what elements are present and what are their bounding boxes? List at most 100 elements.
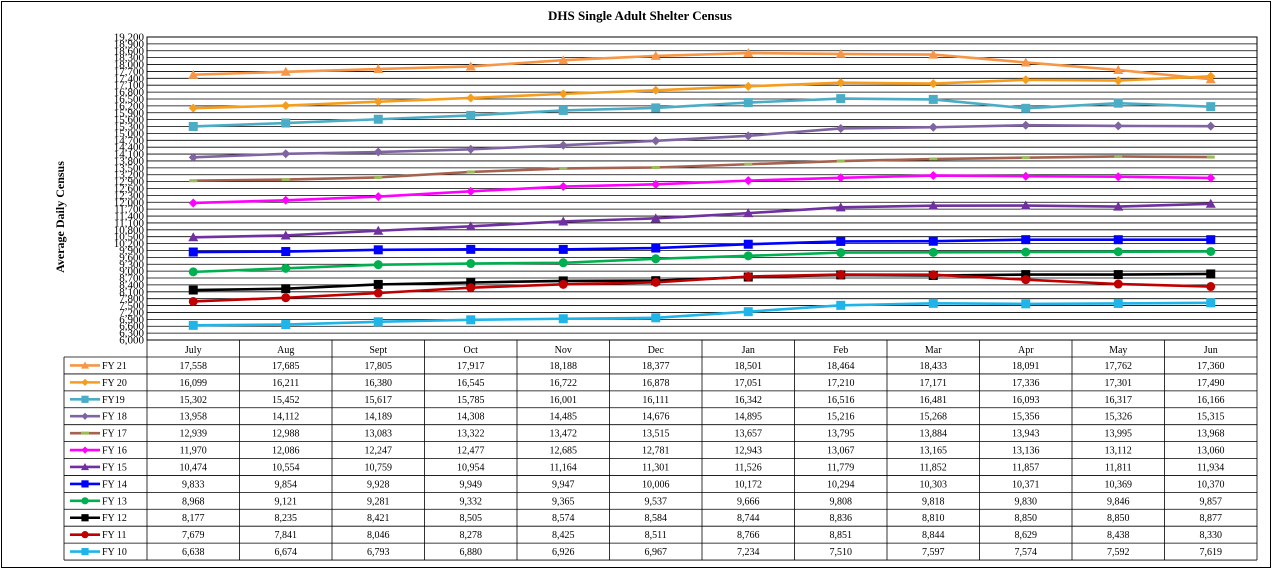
y-tick-label: 15,000 — [114, 128, 145, 140]
y-tick-label: 17,700 — [114, 66, 145, 78]
y-tick-label: 13,200 — [114, 169, 145, 181]
table-cell: 11,164 — [550, 462, 577, 473]
table-row: FY 18 13,958 14,112 14,189 14,308 14,485 14,67… — [70, 412, 1225, 423]
fy-16-point — [836, 173, 846, 183]
table-cell: 9,854 — [275, 479, 298, 490]
fy19-point — [651, 103, 661, 113]
table-cell: 15,356 — [1012, 412, 1040, 423]
fy-11-point — [743, 272, 753, 282]
table-cell: 16,516 — [827, 395, 855, 406]
series-fy-15 — [188, 198, 1216, 242]
fy-21-point — [835, 48, 846, 58]
fy-21-point — [743, 48, 754, 58]
table-cell: 15,302 — [180, 395, 208, 406]
y-tick-label: 10,800 — [114, 224, 145, 236]
table-cell: 10,954 — [457, 462, 485, 473]
table-cell: 13,472 — [550, 429, 578, 440]
table-cell: 8,844 — [922, 530, 945, 541]
fy-12-point — [188, 285, 198, 295]
fy-14-point — [1021, 235, 1031, 245]
fy-17-point — [1114, 154, 1123, 158]
table-cell: 9,818 — [922, 496, 945, 507]
fy-12-point — [1206, 269, 1216, 279]
fy-20-point — [651, 85, 661, 95]
fy-11-point — [1206, 282, 1216, 292]
fy-11-point — [836, 270, 846, 280]
y-tick-label: 18,600 — [114, 45, 145, 57]
fy-13-point — [1113, 247, 1123, 257]
fy-17-point — [1021, 156, 1030, 160]
table-cell: 13,060 — [1197, 446, 1225, 457]
table-cell: 11,970 — [180, 446, 207, 457]
y-tick-label: 14,100 — [114, 149, 145, 161]
table-cell: 16,001 — [550, 395, 578, 406]
fy-15-point — [835, 202, 846, 212]
fy-13-point — [281, 263, 291, 273]
table-cell: 8,810 — [922, 513, 945, 524]
fy-14-point — [743, 239, 753, 249]
table-cell: 8,851 — [830, 530, 853, 541]
table-cell: 17,685 — [272, 361, 300, 372]
fy-17-point — [1206, 155, 1215, 159]
fy-14-point — [928, 236, 938, 246]
fy-12-point — [466, 277, 476, 287]
table-cell: 15,785 — [457, 395, 485, 406]
table-cell: 13,067 — [827, 446, 855, 457]
table-row: FY 10 6,638 6,674 6,793 6,880 6,926 6,967 7,234… — [70, 547, 1222, 558]
legend-label: FY 13 — [102, 496, 127, 507]
legend-key-marker — [81, 531, 89, 539]
table-row: FY 12 8,177 8,235 8,421 8,505 8,574 8,584 8,744… — [70, 513, 1222, 524]
table-cell: 17,336 — [1012, 378, 1040, 389]
fy-10-point — [1021, 299, 1031, 309]
table-cell: 8,968 — [182, 496, 205, 507]
legend-label: FY 16 — [102, 446, 127, 457]
fy19-point — [1206, 102, 1216, 112]
fy-20-point — [466, 93, 476, 103]
fy19-point — [466, 110, 476, 120]
table-cell: 16,166 — [1197, 395, 1225, 406]
fy-12-point — [281, 284, 291, 294]
fy-15-point — [280, 230, 291, 240]
table-cell: 7,841 — [275, 530, 298, 541]
y-tick-label: 9,900 — [119, 245, 144, 257]
fy-18-point — [188, 152, 198, 162]
fy-10-point — [558, 314, 568, 324]
table-row: FY 11 7,679 7,841 8,046 8,278 8,425 8,511 8,766… — [70, 530, 1222, 541]
table-cell: 18,091 — [1012, 361, 1040, 372]
fy-11-point — [1021, 275, 1031, 285]
y-tick-label: 6,900 — [119, 314, 144, 326]
fy-18-point — [743, 131, 753, 141]
fy-13-point — [651, 254, 661, 264]
table-cell: 17,301 — [1105, 378, 1133, 389]
fy-17-point — [929, 157, 938, 161]
fy-13-point — [743, 251, 753, 261]
fy-21-point — [373, 64, 384, 74]
table-cell: 13,515 — [642, 429, 670, 440]
table-cell: 8,877 — [1200, 513, 1223, 524]
table-cell: 12,477 — [457, 446, 485, 457]
table-cell: 15,326 — [1105, 412, 1133, 423]
table-cell: 14,485 — [550, 412, 578, 423]
fy19-point — [281, 118, 291, 128]
y-tick-label: 12,900 — [114, 176, 145, 188]
x-tick-label: Nov — [555, 345, 572, 356]
fy-21-point — [558, 55, 569, 65]
table-cell: 12,685 — [550, 446, 578, 457]
series-line — [193, 155, 1211, 183]
y-tick-label: 8,700 — [119, 273, 144, 285]
table-cell: 8,330 — [1200, 530, 1223, 541]
table-row: FY 14 9,833 9,854 9,928 9,949 9,947 10,006 10,1… — [70, 479, 1225, 490]
table-cell: 13,657 — [735, 429, 763, 440]
table-cell: 10,371 — [1012, 479, 1040, 490]
fy-21-point — [188, 69, 199, 79]
table-cell: 15,268 — [920, 412, 948, 423]
table-cell: 9,947 — [552, 479, 575, 490]
fy-21-point — [1020, 57, 1031, 67]
y-tick-label: 9,000 — [119, 266, 144, 278]
fy-12-point — [373, 279, 383, 289]
fy-16-point — [928, 171, 938, 181]
legend-key-marker — [81, 395, 89, 403]
table-cell: 9,332 — [460, 496, 483, 507]
fy-18-point — [281, 149, 291, 159]
table-cell: 16,317 — [1105, 395, 1133, 406]
